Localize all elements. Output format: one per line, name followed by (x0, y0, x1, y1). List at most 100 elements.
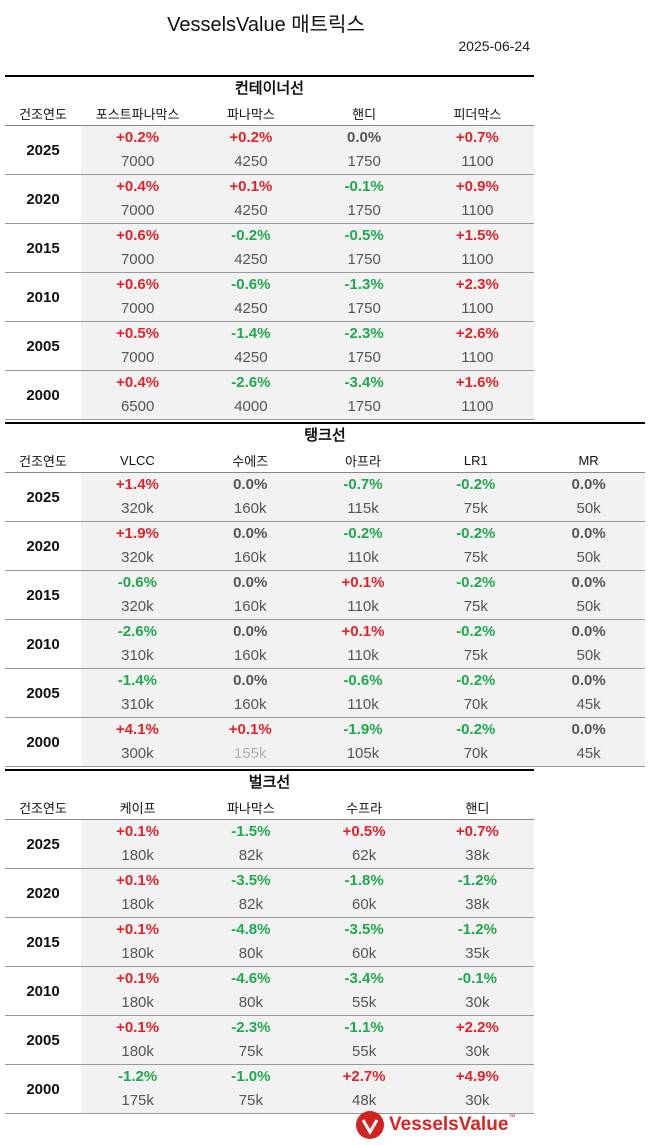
build-year: 2020 (26, 190, 60, 208)
percent-change: 0.0% (571, 476, 606, 493)
vessel-size: 82k (238, 896, 263, 913)
table-row: 2020 +1.9% 320k 0.0% 160k -0.2% 110k -0.2% 75k 0.… (5, 522, 645, 571)
percent-change: +0.6% (116, 276, 160, 293)
percent-change: +0.1% (116, 823, 160, 840)
percent-change: -1.4% (231, 325, 271, 342)
vessel-size: 38k (465, 847, 490, 864)
logo-emblem-icon (356, 1111, 384, 1139)
percent-change: -0.7% (343, 476, 383, 493)
vessel-size: 1100 (461, 300, 494, 317)
percent-change: 0.0% (233, 623, 268, 640)
percent-change: +0.1% (116, 921, 160, 938)
percent-change: -0.2% (456, 721, 496, 738)
value-cell: -1.2% 38k (420, 869, 534, 917)
column-header: 케이프 (119, 800, 156, 816)
percent-change: -1.5% (231, 823, 271, 840)
percent-change: -1.2% (457, 921, 497, 938)
vessel-size: 38k (465, 896, 490, 913)
logo-trademark: ™ (508, 1113, 516, 1121)
value-cell: +2.2% 30k (420, 1016, 534, 1064)
column-header: 핸디 (465, 800, 490, 816)
vessel-size: 1750 (347, 251, 381, 268)
percent-change: -0.2% (456, 672, 496, 689)
value-cell: +0.6% 7000 (81, 273, 195, 321)
vessel-size: 75k (463, 549, 488, 566)
percent-change: +2.3% (455, 276, 499, 293)
value-cell: +0.6% 7000 (81, 224, 195, 272)
year-column-label: 건조연도 (19, 106, 67, 122)
vessel-size: 7000 (120, 300, 155, 317)
percent-change: +0.7% (455, 129, 499, 146)
vessel-size: 1750 (347, 300, 381, 317)
percent-change: -2.3% (231, 1019, 271, 1036)
vessel-size: 45k (576, 745, 601, 762)
build-year: 2020 (26, 884, 60, 902)
table-row: 2005 -1.4% 310k 0.0% 160k -0.6% 110k -0.2% 70k 0.… (5, 669, 645, 718)
build-year: 2000 (26, 733, 60, 751)
vessel-size: 50k (576, 598, 601, 615)
value-cell: +0.9% 1100 (420, 175, 534, 223)
percent-change: +1.6% (455, 374, 499, 391)
value-cell: +0.1% 180k (81, 820, 195, 868)
value-cell: +2.6% 1100 (420, 322, 534, 370)
value-cell: +0.4% 6500 (81, 371, 195, 419)
value-cell: +0.1% 180k (81, 967, 195, 1015)
column-header-row: 건조연도 케이프 파나막스 수프라 핸디 (5, 795, 534, 820)
value-cell: 0.0% 45k (532, 718, 645, 766)
value-cell: +0.1% 4250 (194, 175, 308, 223)
value-cell: 0.0% 160k (193, 669, 307, 717)
value-cell: +1.9% 320k (81, 522, 194, 570)
vessel-size: 1750 (347, 153, 381, 170)
section-title: 벌크선 (5, 769, 534, 795)
percent-change: 0.0% (571, 721, 606, 738)
vessel-size: 60k (352, 945, 377, 962)
column-header: 아프라 (345, 453, 381, 469)
vessel-size: 60k (352, 896, 377, 913)
vessel-size: 75k (463, 500, 488, 517)
value-cell: -1.2% 175k (81, 1065, 195, 1113)
table-row: 2010 +0.6% 7000 -0.6% 4250 -1.3% 1750 +2.3% 1100 (5, 273, 534, 322)
value-cell: -1.4% 310k (81, 669, 194, 717)
vessel-size: 48k (352, 1092, 377, 1109)
vessel-size: 1100 (461, 349, 494, 366)
percent-change: 0.0% (347, 129, 382, 146)
percent-change: +0.5% (116, 325, 160, 342)
percent-change: -0.1% (457, 970, 497, 987)
vessel-size: 1750 (347, 202, 381, 219)
value-cell: -3.4% 55k (307, 967, 421, 1015)
vessel-size: 180k (121, 945, 154, 962)
percent-change: -0.2% (456, 525, 496, 542)
percent-change: -4.6% (231, 970, 271, 987)
vessel-size: 30k (465, 994, 490, 1011)
value-cell: -1.5% 82k (194, 820, 308, 868)
table-row: 2015 +0.1% 180k -4.8% 80k -3.5% 60k -1.2% 35k (5, 918, 534, 967)
value-cell: +0.5% 62k (307, 820, 421, 868)
build-year: 2005 (26, 684, 60, 702)
value-cell: 0.0% 50k (532, 571, 645, 619)
value-cell: +0.5% 7000 (81, 322, 195, 370)
percent-change: -1.1% (344, 1019, 384, 1036)
column-header: VLCC (120, 452, 155, 468)
tanker-section: 탱크선 건조연도 VLCC 수에즈 아프라 LR1 MR 2025 +1.4% 320k 0.0% 1… (5, 422, 645, 767)
vessel-size: 160k (233, 598, 267, 615)
percent-change: 0.0% (233, 525, 268, 542)
percent-change: -0.2% (456, 623, 496, 640)
vessel-size: 30k (465, 1092, 490, 1109)
column-header-row: 건조연도 VLCC 수에즈 아프라 LR1 MR (5, 448, 645, 473)
percent-change: +0.1% (229, 178, 273, 195)
percent-change: -0.1% (344, 178, 384, 195)
percent-change: +0.1% (341, 623, 385, 640)
value-cell: -1.9% 105k (306, 718, 420, 766)
table-row: 2015 +0.6% 7000 -0.2% 4250 -0.5% 1750 +1.5% 1100 (5, 224, 534, 273)
value-cell: -1.3% 1750 (307, 273, 421, 321)
percent-change: +0.2% (116, 129, 160, 146)
table-row: 2025 +0.2% 7000 +0.2% 4250 0.0% 1750 +0.7% 1100 (5, 126, 534, 175)
build-year: 2025 (26, 835, 60, 853)
value-cell: -2.6% 4000 (194, 371, 308, 419)
value-cell: -0.1% 1750 (307, 175, 421, 223)
value-cell: 0.0% 160k (193, 522, 307, 570)
percent-change: 0.0% (233, 672, 268, 689)
value-cell: -0.2% 70k (419, 669, 533, 717)
build-year: 2015 (26, 586, 60, 604)
value-cell: -1.1% 55k (307, 1016, 421, 1064)
